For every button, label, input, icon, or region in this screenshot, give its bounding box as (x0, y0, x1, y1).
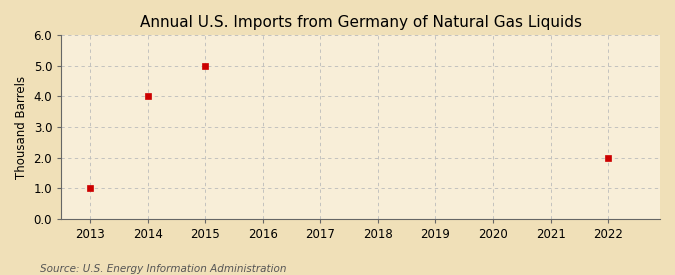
Text: Source: U.S. Energy Information Administration: Source: U.S. Energy Information Administ… (40, 264, 287, 274)
Y-axis label: Thousand Barrels: Thousand Barrels (15, 75, 28, 178)
Title: Annual U.S. Imports from Germany of Natural Gas Liquids: Annual U.S. Imports from Germany of Natu… (140, 15, 582, 30)
